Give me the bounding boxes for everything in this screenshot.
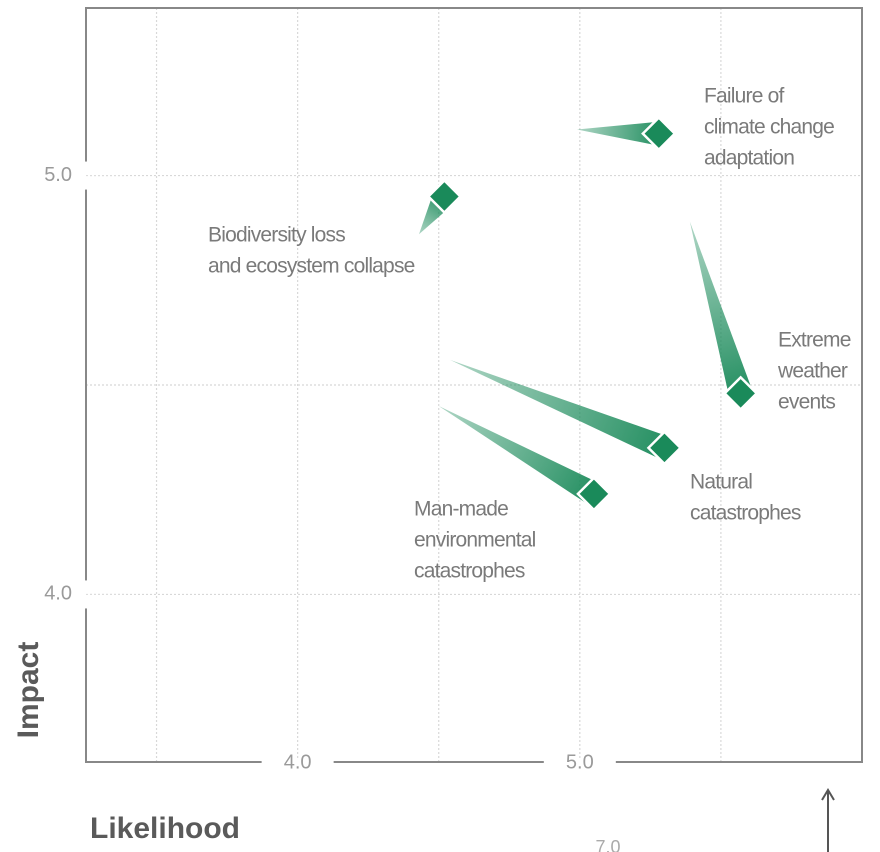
point-label: Man-made bbox=[414, 498, 508, 521]
trail bbox=[576, 121, 660, 146]
x-tick-label: 4.0 bbox=[284, 751, 312, 773]
point-label: Natural bbox=[690, 471, 752, 494]
point-label: events bbox=[778, 391, 835, 414]
x-tick-label: 5.0 bbox=[566, 751, 594, 773]
plot-border bbox=[85, 7, 863, 763]
point-label: catastrophes bbox=[690, 502, 801, 525]
y-axis-title: Impact bbox=[12, 642, 45, 739]
point-marker bbox=[722, 375, 759, 412]
footer-text: 7.0 bbox=[595, 837, 620, 852]
trail bbox=[689, 221, 753, 397]
point-marker bbox=[426, 178, 463, 215]
point-marker bbox=[641, 115, 677, 152]
y-tick-label: 4.0 bbox=[44, 583, 72, 605]
point-label: Failure of bbox=[704, 85, 785, 108]
arrow-head bbox=[821, 788, 835, 801]
point-label: adaptation bbox=[704, 147, 794, 170]
point-label: Extreme bbox=[778, 329, 851, 352]
x-axis-title: Likelihood bbox=[90, 812, 240, 845]
trail bbox=[438, 405, 600, 505]
point-marker bbox=[646, 430, 683, 466]
point-label: catastrophes bbox=[414, 560, 525, 583]
y-tick-label: 5.0 bbox=[44, 164, 72, 186]
point-marker bbox=[576, 476, 612, 512]
point-label: weather bbox=[777, 360, 848, 383]
trail bbox=[450, 359, 670, 459]
point-label: climate change bbox=[704, 116, 834, 139]
point-label: and ecosystem collapse bbox=[208, 255, 415, 278]
point-label: Biodiversity loss bbox=[208, 224, 345, 247]
point-label: environmental bbox=[414, 529, 536, 552]
